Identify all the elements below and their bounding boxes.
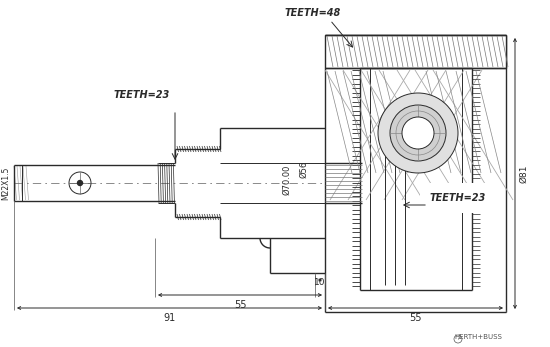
Text: 10: 10 bbox=[314, 278, 326, 287]
Text: M22X1.5: M22X1.5 bbox=[2, 166, 10, 200]
Text: r: r bbox=[457, 337, 459, 341]
Circle shape bbox=[78, 180, 82, 186]
Circle shape bbox=[390, 105, 446, 161]
Text: 55: 55 bbox=[409, 313, 422, 323]
Text: TEETH=23: TEETH=23 bbox=[430, 193, 486, 203]
Text: TEETH=23: TEETH=23 bbox=[114, 90, 170, 100]
Text: HERTH+BUSS: HERTH+BUSS bbox=[454, 334, 502, 340]
Bar bbox=[325, 35, 506, 68]
Text: Ø56: Ø56 bbox=[300, 161, 309, 178]
Circle shape bbox=[402, 117, 434, 149]
Text: 91: 91 bbox=[163, 313, 175, 323]
Text: TEETH=48: TEETH=48 bbox=[285, 8, 341, 18]
Text: Ø70.00: Ø70.00 bbox=[283, 165, 292, 195]
Text: Ø81: Ø81 bbox=[519, 164, 528, 183]
Circle shape bbox=[378, 93, 458, 173]
Text: 55: 55 bbox=[234, 300, 246, 310]
